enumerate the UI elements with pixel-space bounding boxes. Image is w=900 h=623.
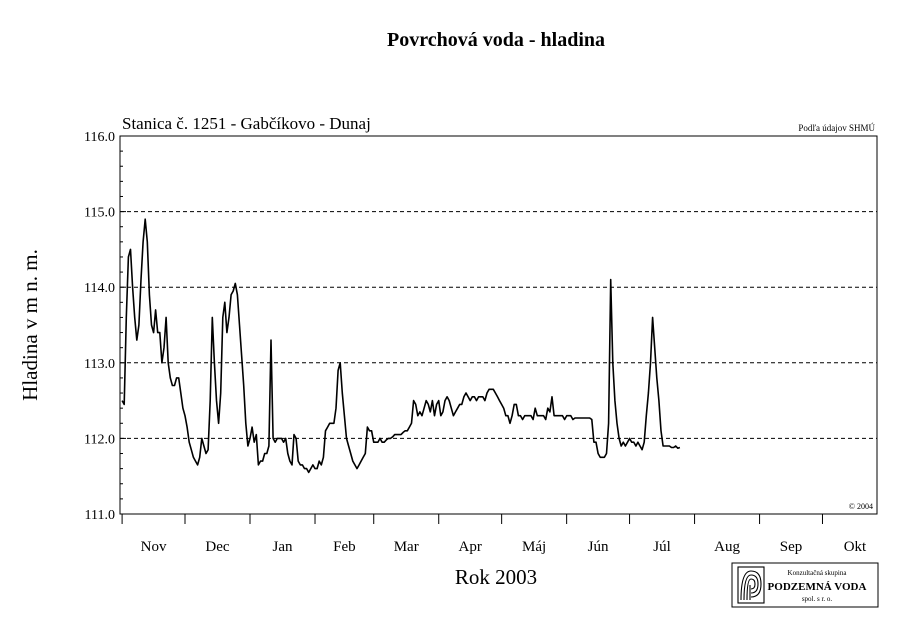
x-axis: Nov Dec Jan Feb Mar Apr Máj Jún Júl Aug Sep Okt [121, 514, 867, 555]
y-tick-label: 115.0 [84, 206, 115, 221]
y-tick-label: 111.0 [85, 508, 115, 523]
plot-area [119, 135, 878, 515]
company-logo: Konzultačná skupina PODZEMNÁ VODA spol. … [731, 562, 879, 608]
y-tick-label: 116.0 [84, 130, 115, 145]
x-tick-label: Máj [522, 539, 546, 555]
y-tick-label: 113.0 [84, 357, 115, 372]
station-subtitle: Stanica č. 1251 - Gabčíkovo - Dunaj [122, 114, 371, 133]
y-axis-label: Hladina v m n. m. [18, 249, 42, 401]
logo-line1: Konzultačná skupina [788, 569, 848, 577]
x-tick-label: Apr [459, 539, 482, 555]
x-tick-label: Júl [653, 539, 671, 555]
logo-line3: spol. s r. o. [802, 595, 833, 603]
x-tick-label: Dec [205, 539, 229, 555]
plot-border [119, 135, 878, 515]
series-layer [121, 218, 681, 474]
logo-swirl-icon [737, 566, 765, 604]
logo-line2: PODZEMNÁ VODA [768, 581, 867, 593]
source-note: Podľa údajov SHMÚ [798, 123, 875, 133]
x-tick-label: Okt [844, 539, 867, 555]
x-tick-label: Mar [394, 539, 419, 555]
grid-lines [120, 211, 877, 439]
y-tick-label: 112.0 [84, 432, 115, 447]
x-tick-label: Jún [588, 539, 609, 555]
x-tick-label: Jan [273, 539, 293, 555]
x-tick-label: Feb [333, 539, 356, 555]
copyright-note: © 2004 [849, 502, 873, 511]
chart-title: Povrchová voda - hladina [387, 29, 605, 51]
x-tick-label: Nov [141, 539, 167, 555]
y-tick-label: 114.0 [84, 281, 115, 296]
y-axis: 111.0 112.0 113.0 114.0 115.0 116.0 [84, 130, 126, 523]
x-tick-label: Aug [714, 539, 740, 555]
series-line [121, 218, 681, 474]
x-tick-label: Sep [780, 539, 803, 555]
x-axis-label: Rok 2003 [455, 565, 537, 589]
